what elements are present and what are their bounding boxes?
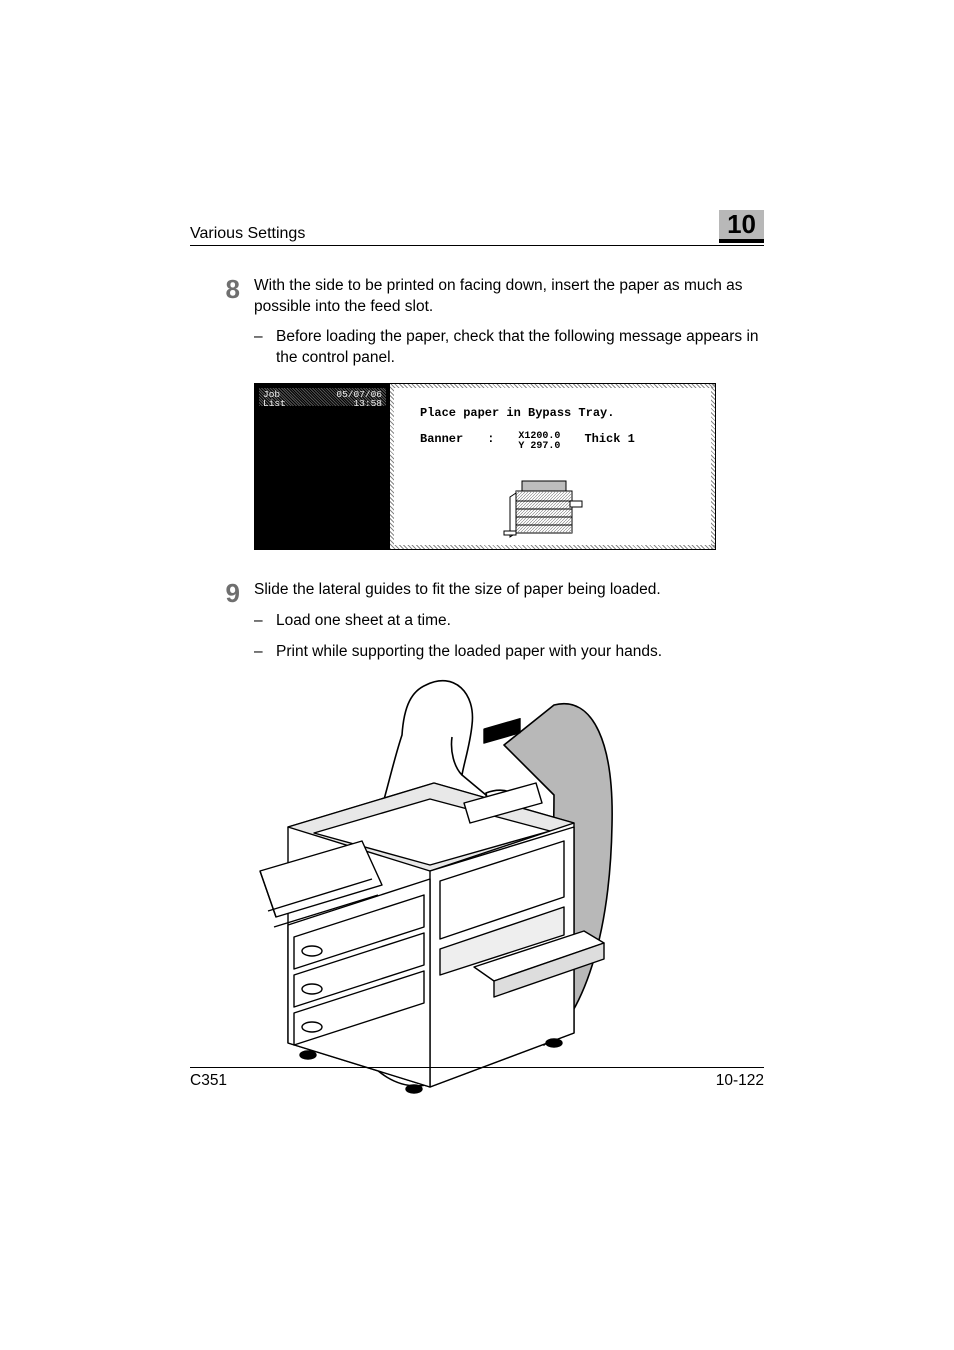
sub-text: Print while supporting the loaded paper … [276,642,662,663]
step-body: With the side to be printed on facing do… [254,276,764,370]
page-header: Various Settings 10 [190,210,764,246]
step-sub: – Print while supporting the loaded pape… [254,642,764,663]
panel-left-black: Job List 05/07/06 13:58 [255,384,390,549]
step-8: 8 With the side to be printed on facing … [190,276,764,370]
printer-load-illustration [254,675,764,1100]
dash-icon: – [254,611,276,632]
step-9: 9 Slide the lateral guides to fit the si… [190,580,764,663]
chapter-number: 10 [719,210,764,243]
step-number: 9 [190,580,254,663]
step-sub: – Before loading the paper, check that t… [254,327,764,369]
footer-page: 10-122 [716,1072,764,1090]
panel-y: Y 297.0 [518,441,560,452]
panel-detail-line: Banner : X1200.0 Y 297.0 Thick 1 [420,432,635,452]
hatch-border [390,545,715,549]
control-panel-screenshot: Job List 05/07/06 13:58 Place paper in B… [254,383,716,550]
footer-model: C351 [190,1072,227,1090]
panel-field: Banner [420,432,463,452]
hatch-border [711,384,715,549]
dash-icon: – [254,642,276,663]
hatch-border [390,384,715,388]
panel-xy: X1200.0 Y 297.0 [518,432,560,452]
hatch-border [390,384,394,549]
panel-thick: Thick 1 [584,432,634,452]
header-title: Various Settings [190,225,305,243]
sub-text: Before loading the paper, check that the… [276,327,764,369]
tag-left: Job List [263,390,286,404]
panel-message: Place paper in Bypass Tray. [420,406,614,420]
step-body: Slide the lateral guides to fit the size… [254,580,764,663]
document-page: Various Settings 10 8 With the side to b… [0,0,954,1350]
page-footer: C351 10-122 [190,1067,764,1090]
bypass-tray-icon [502,479,588,539]
dash-icon: – [254,327,276,369]
step-text: Slide the lateral guides to fit the size… [254,581,661,598]
panel-job-tag: Job List 05/07/06 13:58 [259,388,386,406]
panel-right-area: Place paper in Bypass Tray. Banner : X12… [390,384,715,549]
panel-sep: : [487,432,494,452]
sub-text: Load one sheet at a time. [276,611,451,632]
step-number: 8 [190,276,254,370]
tag-right: 05/07/06 13:58 [336,390,382,404]
step-text: With the side to be printed on facing do… [254,277,743,315]
step-sub: – Load one sheet at a time. [254,611,764,632]
